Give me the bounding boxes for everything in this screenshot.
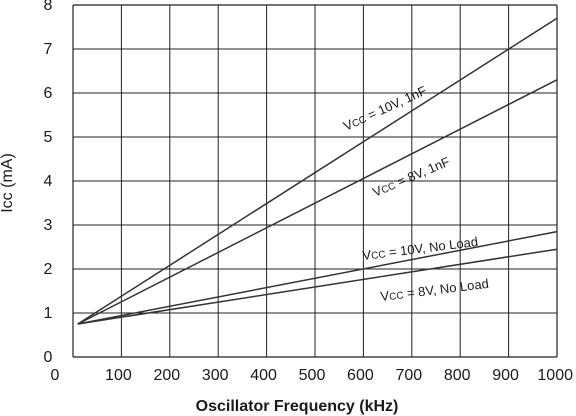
series-line bbox=[77, 17, 558, 325]
x-tick-label: 0 bbox=[51, 367, 60, 384]
y-tick-labels: 0 1 2 3 4 5 6 7 8 bbox=[44, 0, 53, 366]
series-line bbox=[77, 248, 558, 325]
x-tick-label: 1000 bbox=[537, 367, 573, 384]
x-tick-label: 100 bbox=[105, 367, 132, 384]
y-tick-label: 4 bbox=[44, 173, 53, 190]
x-tick-labels: 0 100 200 300 400 500 600 700 800 900 1000 bbox=[51, 367, 574, 384]
x-tick-label: 700 bbox=[395, 367, 422, 384]
y-axis-title: Icc (mA) bbox=[0, 153, 16, 213]
series-line bbox=[77, 230, 558, 325]
series-line bbox=[77, 79, 558, 325]
x-tick-label: 200 bbox=[153, 367, 180, 384]
x-tick-label: 800 bbox=[444, 367, 471, 384]
y-tick-label: 1 bbox=[44, 305, 53, 322]
y-tick-label: 8 bbox=[44, 0, 53, 14]
y-tick-label: 0 bbox=[44, 349, 53, 366]
series-label-8v-1nf: VCC = 8V, 1nF bbox=[370, 154, 452, 200]
series-label-8v-no-load: VCC = 8V, No Load bbox=[380, 276, 490, 304]
grid bbox=[72, 4, 558, 358]
x-tick-label: 500 bbox=[299, 367, 326, 384]
y-tick-label: 7 bbox=[44, 41, 53, 58]
x-tick-label: 900 bbox=[492, 367, 519, 384]
x-tick-label: 300 bbox=[202, 367, 229, 384]
y-tick-label: 2 bbox=[44, 261, 53, 278]
x-axis-title: Oscillator Frequency (kHz) bbox=[196, 398, 399, 415]
series-lines bbox=[77, 17, 558, 325]
x-tick-label: 400 bbox=[250, 367, 277, 384]
y-tick-label: 6 bbox=[44, 85, 53, 102]
x-tick-label: 600 bbox=[347, 367, 374, 384]
y-tick-label: 5 bbox=[44, 129, 53, 146]
y-tick-label: 3 bbox=[44, 217, 53, 234]
